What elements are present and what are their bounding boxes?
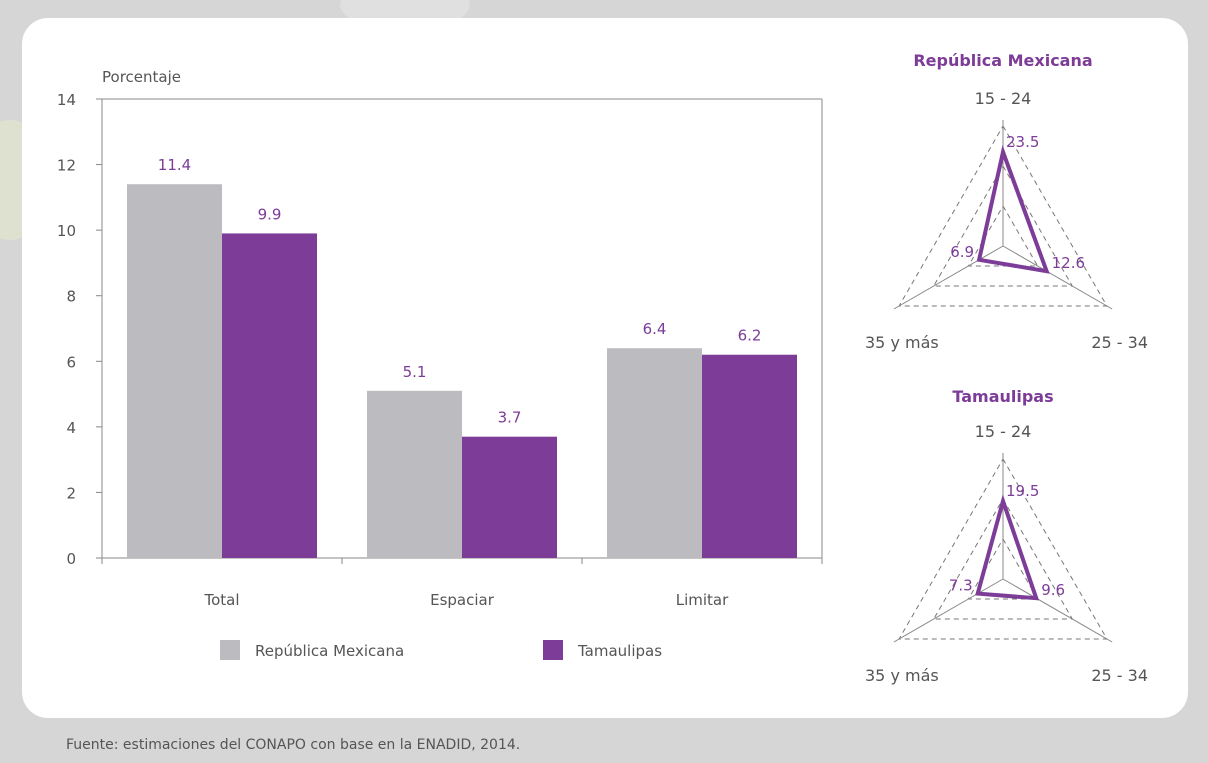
radar-data-label: 12.6 [1052,254,1085,272]
radar-axis-label: 25 - 34 [1091,666,1148,685]
radar-title: República Mexicana [913,51,1092,70]
y-tick-label: 14 [57,91,76,109]
source-note: Fuente: estimaciones del CONAPO con base… [66,737,521,753]
radar-axis-label: 35 y más [865,333,939,352]
radar-data-label: 9.6 [1041,581,1065,599]
x-tick-label: Limitar [676,591,729,609]
radar-spoke [893,245,1004,310]
bar [222,233,317,558]
radar-title: Tamaulipas [952,387,1053,406]
x-tick-label: Total [203,591,239,609]
y-tick-label: 4 [66,419,76,437]
x-tick-label: Espaciar [430,591,495,609]
bar-data-label: 9.9 [258,205,282,223]
bar [127,184,222,558]
radar-spoke [1002,578,1113,643]
bar [702,354,797,558]
radar-axis-label: 15 - 24 [975,89,1032,108]
radar-data-label: 6.9 [950,243,974,261]
bar [462,436,557,558]
radar-grid [932,164,1074,287]
radar-grid [898,458,1108,640]
radar-spoke [893,578,1004,643]
y-tick-label: 0 [66,550,76,568]
y-tick-label: 10 [57,222,76,240]
radar-spoke [1002,245,1113,310]
radar-series [976,144,1050,274]
radar-data-label: 23.5 [1006,133,1039,151]
bar-data-label: 5.1 [403,363,427,381]
radar-series [975,494,1040,601]
radar-data-label: 19.5 [1006,482,1039,500]
y-axis-label: Porcentaje [102,68,181,86]
radar-data-label: 7.3 [949,577,973,595]
bar [367,390,462,558]
radar-axis-label: 25 - 34 [1091,333,1148,352]
radar-axis-label: 35 y más [865,666,939,685]
legend-swatch [220,640,240,660]
bar-data-label: 3.7 [498,409,522,427]
legend-swatch [543,640,563,660]
bar-data-label: 11.4 [158,156,191,174]
legend-label: Tamaulipas [577,642,662,660]
bar-data-label: 6.4 [643,320,667,338]
radar-axis-label: 15 - 24 [975,422,1032,441]
y-tick-label: 12 [57,157,76,175]
legend-label: República Mexicana [255,642,404,660]
radar-grid [898,125,1108,307]
y-tick-label: 8 [66,288,76,306]
radar-grid [932,497,1074,620]
bar-data-label: 6.2 [738,327,762,345]
y-tick-label: 2 [66,484,76,502]
bar [607,348,702,558]
y-tick-label: 6 [66,353,76,371]
